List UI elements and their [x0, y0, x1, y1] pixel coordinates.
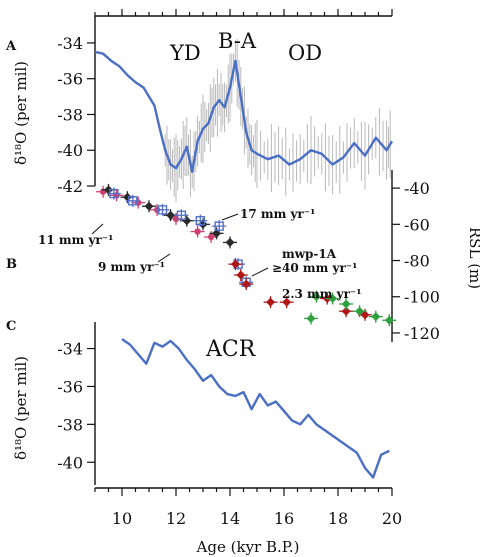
panel-c-y-tick-label: -38: [57, 415, 83, 434]
panel-a-series-line: [94, 50, 394, 173]
panel-label-a: A: [5, 39, 17, 54]
rate-label-17: 17 mm yr⁻¹: [240, 207, 315, 221]
sea-level-point: [239, 278, 254, 291]
sea-level-point: [304, 312, 318, 325]
panel-b-plot: [96, 183, 397, 327]
sea-level-point: [368, 310, 383, 323]
panel-b-y-tick-label: -100: [404, 288, 440, 307]
event-label-od: OD: [288, 41, 322, 65]
sea-level-point: [193, 214, 208, 227]
sea-level-point: [106, 187, 121, 200]
x-tick-label: 10: [112, 509, 132, 528]
panel-a-y-tick-label: -38: [57, 105, 83, 124]
sea-level-point: [125, 194, 140, 207]
panel-label-b: B: [6, 257, 17, 272]
sea-level-point: [212, 220, 227, 233]
rate-label-mwp: mwp-1A: [282, 247, 337, 261]
panel-c-y-tick-label: -36: [57, 377, 83, 396]
panel-c-y-tick-label: -34: [57, 340, 83, 359]
x-axis: 10 12 14 16 18 20: [94, 487, 402, 528]
panel-a-y-tick-label: -42: [57, 177, 83, 196]
panel-a-y-tick-label: -34: [57, 34, 83, 53]
x-tick-label: 14: [220, 509, 240, 528]
rate-label-9: 9 mm yr⁻¹: [98, 260, 165, 274]
sea-level-point: [174, 209, 189, 222]
rate-label-40: ≥40 mm yr⁻¹: [272, 261, 357, 275]
top-axis: [94, 9, 393, 17]
rate-pointer-40: [251, 267, 269, 277]
sea-level-point: [279, 296, 294, 309]
panel-a-y-tick-label: -40: [57, 141, 83, 160]
sea-level-point: [142, 200, 156, 213]
panel-a-y-tick-label: -36: [57, 70, 83, 89]
sea-level-point: [223, 236, 237, 249]
panel-b-y-label: RSL (m): [466, 227, 480, 289]
sea-level-point: [263, 296, 278, 309]
rate-label-2-3: 2.3 mm yr⁻¹: [282, 287, 362, 301]
sea-level-point: [163, 209, 178, 222]
panel-a-y-label: δ¹⁸O (per mil): [12, 61, 30, 165]
rate-label-11: 11 mm yr⁻¹: [38, 233, 113, 247]
rate-pointer-11: [91, 223, 104, 235]
panel-b-y-tick-label: -120: [404, 324, 440, 343]
panel-b-y-axis: -40 -60 -80 -100 -120: [391, 170, 440, 343]
sea-level-point: [352, 305, 367, 318]
panel-b-y-tick-label: -80: [404, 252, 430, 271]
panel-a-y-axis: -34 -36 -38 -40 -42: [57, 16, 96, 196]
event-label-yd: YD: [169, 41, 201, 65]
x-tick-label: 18: [328, 509, 348, 528]
sea-level-point: [339, 297, 354, 310]
sea-level-point: [190, 225, 205, 238]
x-axis-label: Age (kyr B.P.): [196, 538, 300, 556]
x-tick-label: 12: [166, 509, 186, 528]
sea-level-point: [233, 269, 248, 282]
sea-level-point: [309, 290, 324, 303]
sea-level-point: [228, 258, 243, 271]
panel-c-series-line: [121, 338, 390, 479]
rate-annotations: 11 mm yr⁻¹ 17 mm yr⁻¹ 9 mm yr⁻¹ mwp-1A ≥…: [38, 207, 362, 301]
panel-c-y-axis: -34 -36 -38 -40: [57, 322, 96, 485]
rate-pointer-17: [221, 213, 239, 221]
sea-level-point: [155, 203, 170, 216]
panel-c-y-tick-label: -40: [57, 453, 83, 472]
panel-c-y-label: δ¹⁸O (per mil): [12, 356, 30, 460]
sea-level-point: [325, 292, 340, 305]
sea-level-point: [382, 314, 397, 327]
rate-pointer-9: [157, 253, 171, 263]
panel-label-c: C: [6, 319, 16, 334]
panel-b-y-tick-label: -40: [404, 179, 430, 198]
sea-level-point: [179, 214, 194, 227]
event-label-acr: ACR: [205, 337, 257, 362]
x-tick-label: 20: [382, 509, 402, 528]
panel-a-plot: [94, 38, 394, 203]
x-tick-label: 16: [274, 509, 294, 528]
event-label-ba: B-A: [218, 29, 257, 53]
panel-b-y-tick-label: -60: [404, 215, 430, 234]
